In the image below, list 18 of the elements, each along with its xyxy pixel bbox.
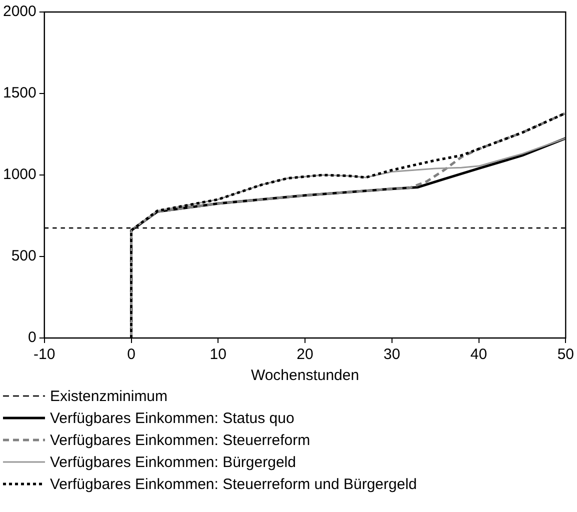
y-tick-label: 1500 — [2, 84, 36, 102]
y-tick-label: 2000 — [2, 3, 36, 20]
x-tick-label: 20 — [296, 346, 314, 364]
x-tick-label: 10 — [210, 346, 226, 364]
y-tick-label: 500 — [11, 248, 36, 265]
x-tick-label: 0 — [127, 346, 136, 364]
x-axis-title: Wochenstunden — [250, 367, 360, 384]
legend-label: Existenzminimum — [50, 388, 168, 404]
y-tick-label: 0 — [28, 329, 36, 346]
x-tick-label: 30 — [384, 346, 400, 364]
legend-label: Verfügbares Einkommen: Bürgergeld — [50, 454, 296, 470]
x-tick-label: 50 — [557, 346, 574, 364]
legend-label: Verfügbares Einkommen: Steuerreform und Bürgergeld — [50, 476, 417, 492]
legend-label: Verfügbares Einkommen: Status quo — [50, 410, 294, 426]
y-tick-label: 1000 — [2, 166, 36, 184]
legend-label: Verfügbares Einkommen: Steuerreform — [50, 432, 310, 448]
x-tick-label: -10 — [34, 346, 56, 364]
x-tick-label: 40 — [470, 346, 488, 364]
